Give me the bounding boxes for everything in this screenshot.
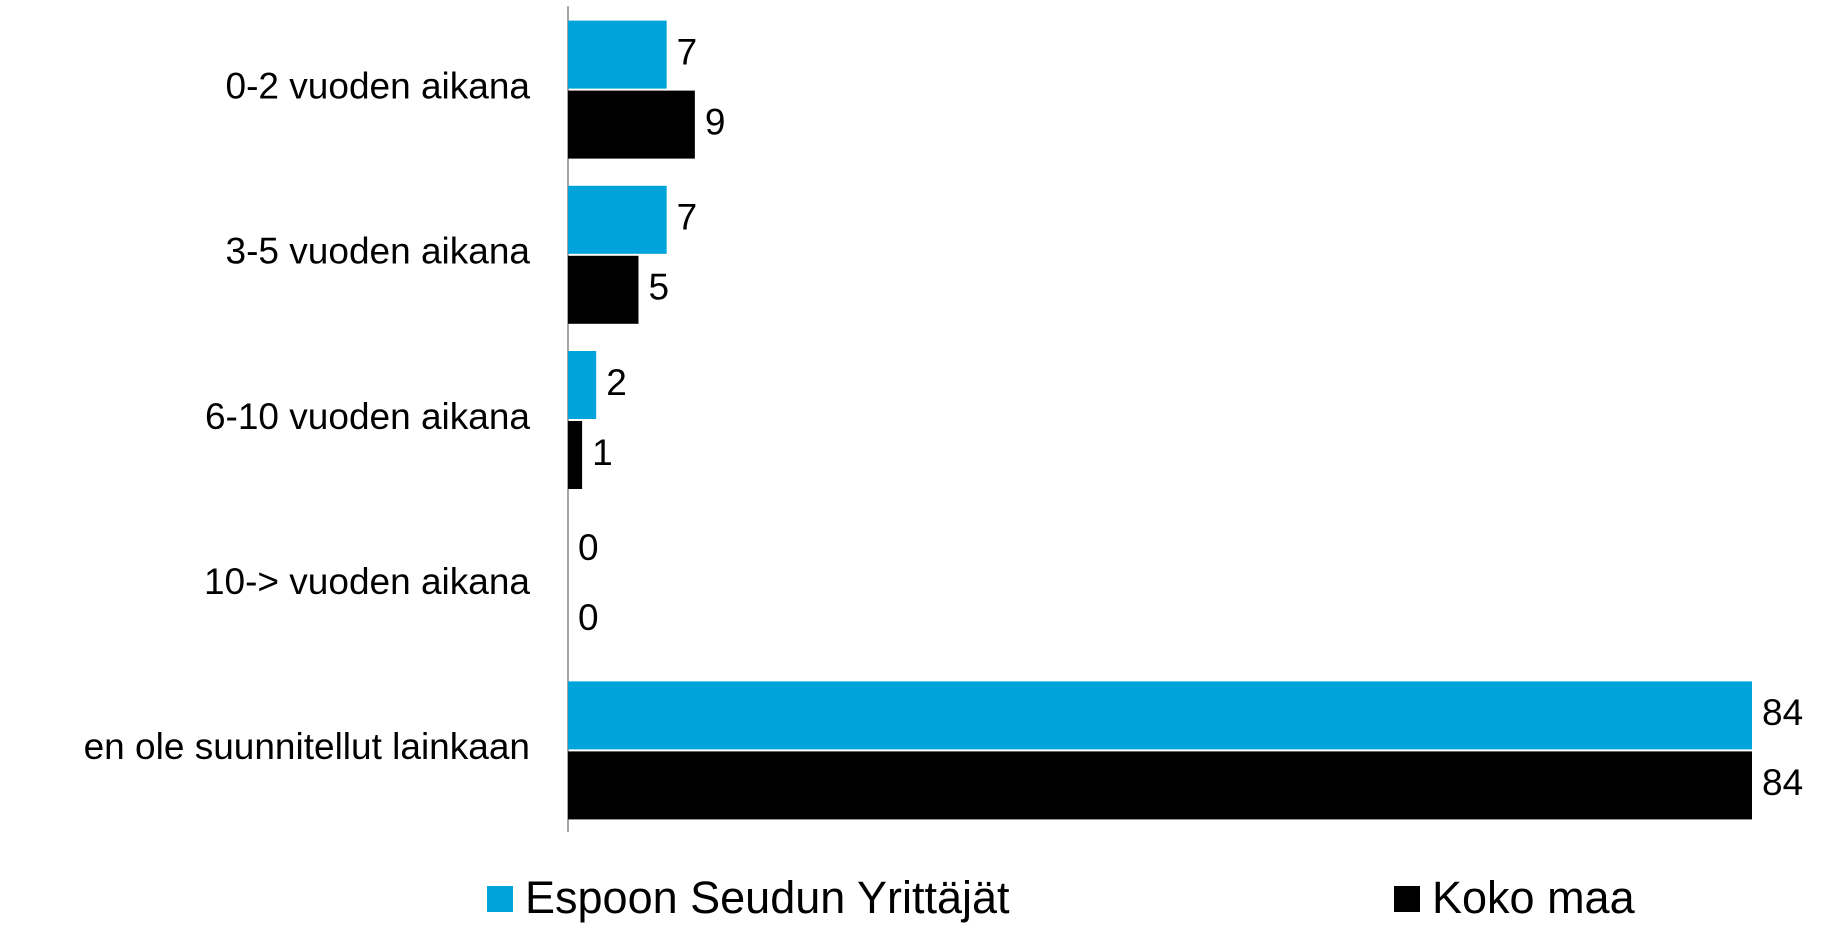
bar	[568, 751, 1752, 820]
y-tick-label: 3-5 vuoden aikana	[226, 231, 531, 272]
bar	[568, 20, 667, 89]
bar	[568, 185, 667, 254]
bar	[568, 351, 597, 419]
data-label: 1	[592, 432, 613, 473]
data-label: 0	[578, 527, 599, 568]
y-tick-label: 0-2 vuoden aikana	[226, 65, 531, 106]
bar	[568, 681, 1752, 750]
legend-text: Espoon Seudun Yrittäjät	[525, 872, 1010, 923]
legend-swatch	[487, 886, 513, 912]
data-label: 2	[606, 362, 627, 403]
legend-text: Koko maa	[1432, 872, 1636, 923]
bar	[568, 421, 583, 489]
data-label: 9	[705, 101, 726, 142]
data-label: 7	[677, 197, 698, 238]
data-label: 84	[1762, 692, 1803, 733]
y-tick-label: en ole suunnitellut lainkaan	[84, 726, 530, 767]
bar	[568, 90, 695, 159]
data-label: 5	[648, 267, 669, 308]
y-tick-label: 6-10 vuoden aikana	[205, 396, 530, 437]
y-tick-label: 10-> vuoden aikana	[204, 561, 530, 602]
data-label: 7	[677, 31, 698, 72]
bar	[568, 255, 639, 324]
data-label: 84	[1762, 762, 1803, 803]
legend-swatch	[1394, 886, 1420, 912]
data-label: 0	[578, 597, 599, 638]
